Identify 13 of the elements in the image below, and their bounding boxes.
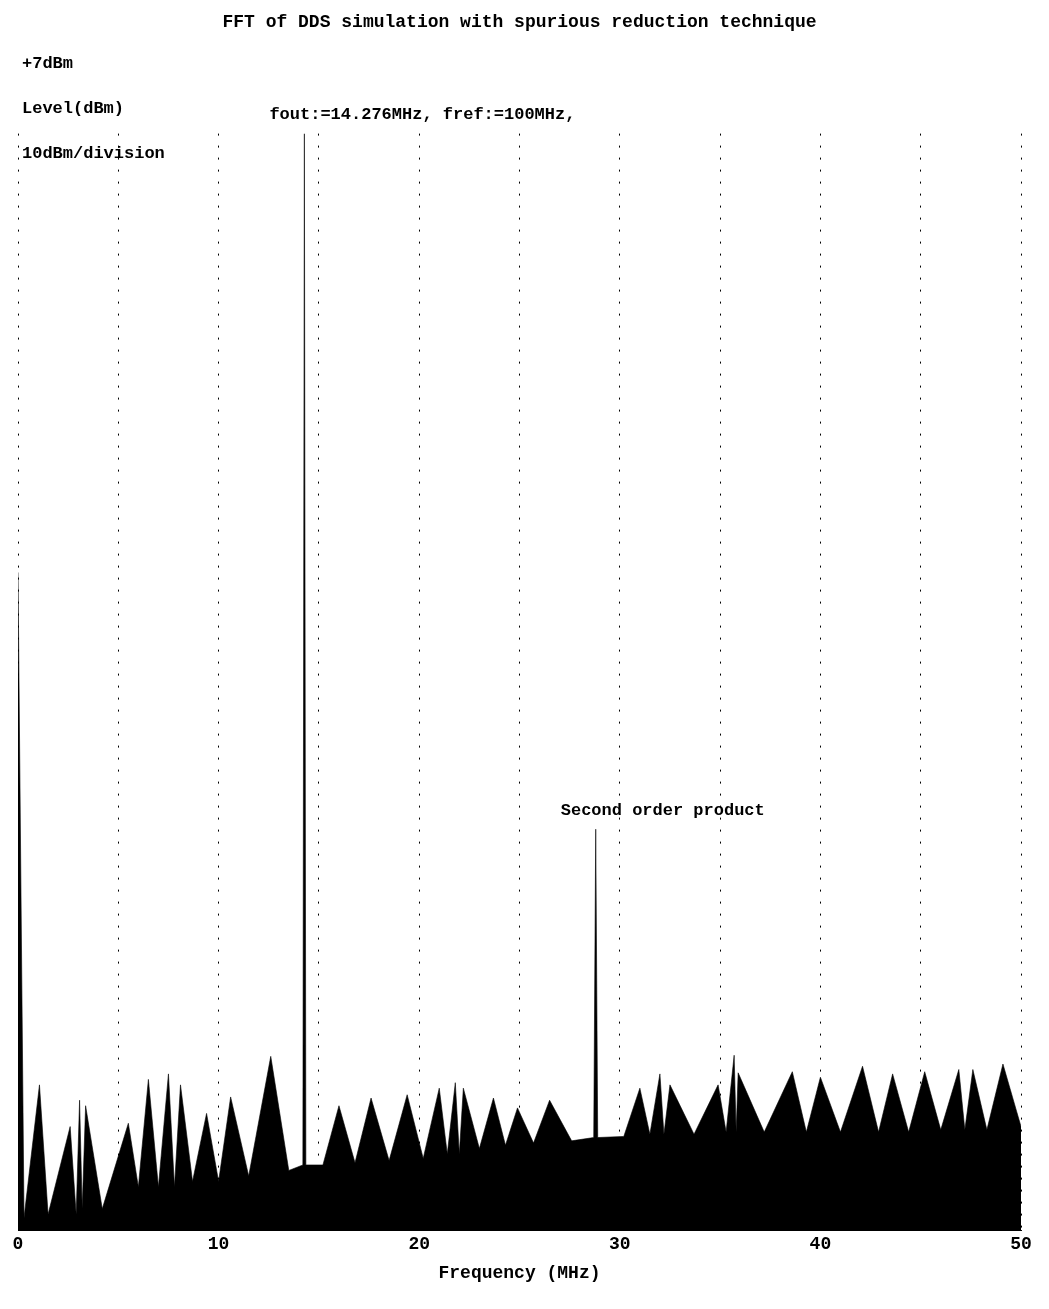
- x-tick-label: 0: [12, 1234, 24, 1255]
- x-tick-label: 30: [609, 1234, 631, 1255]
- x-tick-label: 40: [809, 1234, 832, 1255]
- annotation: 10dBm/division: [22, 143, 165, 163]
- chart-title: FFT of DDS simulation with spurious reduction technique: [222, 12, 817, 33]
- x-tick-label: 20: [408, 1234, 430, 1255]
- text: +7dBm: [22, 53, 74, 73]
- annotation: fout:=14.276MHz, fref:=100MHz,: [269, 105, 576, 125]
- y-axis-title: Level(dBm): [22, 98, 125, 118]
- x-tick-label: 50: [1010, 1234, 1032, 1255]
- x-tick-label: 10: [207, 1234, 230, 1255]
- annotation: Second order product: [560, 801, 765, 821]
- x-axis-title: Frequency (MHz): [438, 1262, 601, 1283]
